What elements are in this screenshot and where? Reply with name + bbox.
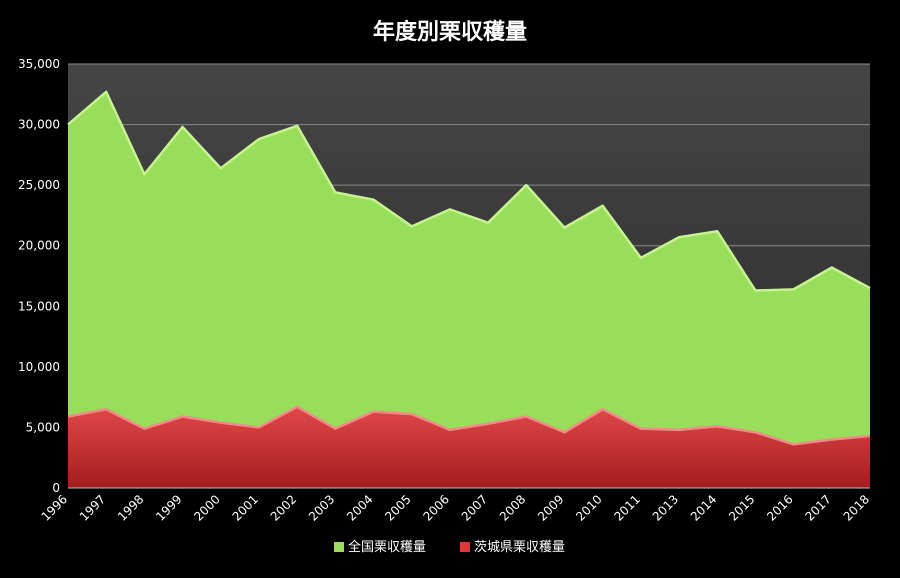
- legend-swatch: [460, 542, 470, 552]
- series-edge-ibaraki: [67, 405, 871, 446]
- legend-label: 茨城県栗収穫量: [474, 540, 565, 555]
- x-tick-label: 2015: [726, 492, 757, 523]
- y-tick-label: 35,000: [18, 57, 60, 71]
- x-tick-label: 2000: [191, 492, 222, 523]
- y-tick-label: 15,000: [18, 299, 60, 313]
- series-area-ibaraki: [68, 406, 870, 488]
- x-tick-label: 1997: [77, 492, 108, 523]
- x-tick-label: 2004: [344, 492, 375, 523]
- x-tick-label: 2002: [268, 492, 299, 523]
- series-area-national: [68, 91, 870, 488]
- x-tick-label: 2008: [497, 492, 528, 523]
- x-tick-label: 2007: [459, 492, 490, 523]
- series-edge-national: [67, 90, 871, 292]
- y-tick-label: 30,000: [18, 118, 60, 132]
- y-tick-label: 20,000: [18, 239, 60, 253]
- y-tick-label: 10,000: [18, 360, 60, 374]
- x-tick-label: 2003: [306, 492, 337, 523]
- x-tick-label: 2011: [611, 492, 642, 523]
- y-tick-label: 0: [52, 481, 60, 495]
- y-tick-label: 25,000: [18, 178, 60, 192]
- x-tick-label: 2010: [573, 492, 604, 523]
- x-tick-label: 2016: [764, 492, 795, 523]
- x-tick-label: 2018: [841, 492, 872, 523]
- x-tick-label: 1999: [153, 492, 184, 523]
- chart-title: 年度別栗収穫量: [372, 20, 527, 45]
- x-tick-label: 2006: [421, 492, 452, 523]
- x-tick-label: 2009: [535, 492, 566, 523]
- y-tick-label: 5,000: [26, 420, 60, 434]
- x-tick-label: 2017: [802, 492, 833, 523]
- legend-label: 全国栗収穫量: [348, 539, 426, 555]
- x-tick-label: 2014: [688, 492, 719, 523]
- x-tick-label: 2005: [382, 492, 413, 523]
- x-tick-label: 1996: [39, 492, 70, 523]
- x-tick-label: 2013: [650, 492, 681, 523]
- x-tick-label: 2001: [230, 492, 261, 523]
- legend-swatch: [334, 542, 344, 552]
- x-tick-label: 1998: [115, 492, 146, 523]
